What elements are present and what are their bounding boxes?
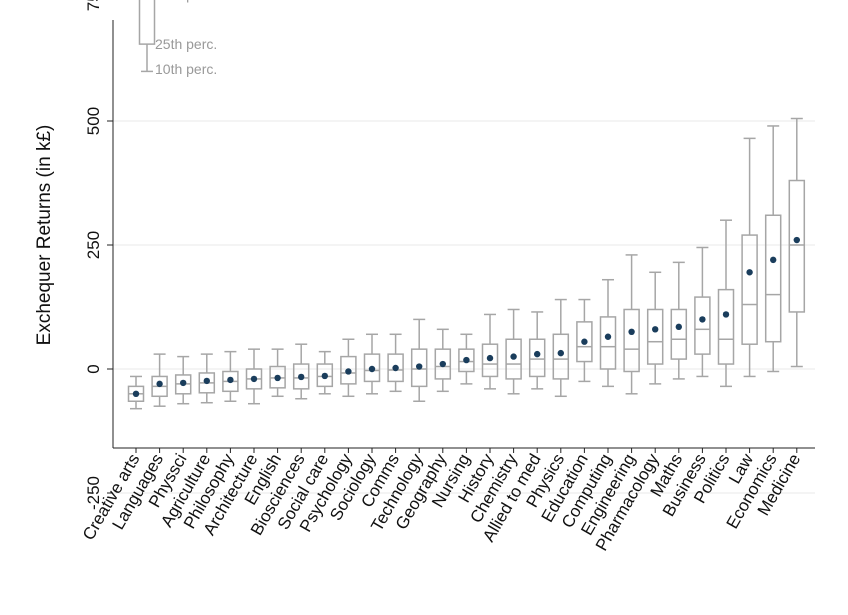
box-iqr xyxy=(505,338,522,380)
y-tick-label: -250 xyxy=(84,476,103,510)
box-plot xyxy=(552,298,570,398)
mean-marker xyxy=(486,354,494,362)
box-plot xyxy=(151,353,168,407)
box-iqr xyxy=(340,355,357,385)
box-iqr xyxy=(741,234,758,345)
mean-marker xyxy=(699,316,706,323)
box-iqr xyxy=(694,296,711,355)
mean-marker xyxy=(581,338,588,345)
key-label: 50th perc. xyxy=(155,0,217,3)
box-plot xyxy=(340,338,357,398)
box-plot xyxy=(292,343,310,400)
box-plot xyxy=(127,375,145,410)
box-iqr xyxy=(552,333,570,380)
y-tick-label: 250 xyxy=(84,231,103,259)
mean-marker xyxy=(392,364,399,372)
mean-marker xyxy=(416,363,423,370)
mean-marker xyxy=(510,353,517,360)
mean-marker xyxy=(156,380,163,388)
box-plot xyxy=(788,117,806,368)
y-tick-label: 750 xyxy=(84,0,103,11)
y-tick-label: 0 xyxy=(84,364,103,373)
box-iqr xyxy=(576,321,593,363)
mean-marker xyxy=(227,376,234,384)
mean-marker xyxy=(368,365,376,373)
key-label: 25th perc. xyxy=(155,36,217,52)
box-iqr xyxy=(138,0,156,45)
box-iqr xyxy=(316,363,334,388)
mean-marker xyxy=(534,350,541,358)
mean-marker xyxy=(675,323,682,331)
box-plot xyxy=(599,278,617,388)
box-plot xyxy=(670,261,688,380)
box-iqr xyxy=(528,338,546,378)
box-iqr xyxy=(646,308,664,365)
mean-marker xyxy=(274,374,281,382)
mean-marker xyxy=(770,256,777,264)
mean-marker xyxy=(250,375,258,383)
box-plot xyxy=(198,353,216,404)
mean-marker xyxy=(628,328,635,335)
y-axis: -250025050075010001250 xyxy=(84,0,114,510)
box-plot xyxy=(222,350,239,402)
box-plot xyxy=(434,328,452,393)
box-plot xyxy=(694,246,711,378)
mean-marker xyxy=(321,372,328,380)
box-plot-key xyxy=(138,0,156,73)
box-plot xyxy=(458,333,475,385)
box-plot xyxy=(528,311,546,390)
box-iqr xyxy=(387,353,404,383)
mean-marker xyxy=(652,326,659,333)
box-iqr xyxy=(788,179,806,313)
box-plot xyxy=(623,254,640,395)
x-axis: Creative artsLanguagesPhyssciAgriculture… xyxy=(79,447,815,554)
mean-marker xyxy=(203,377,210,385)
box-iqr xyxy=(764,214,782,343)
box-plot xyxy=(174,355,192,405)
y-axis-title: Exchequer Returns (in k£) xyxy=(34,125,55,346)
box-iqr xyxy=(363,353,381,383)
box-iqr xyxy=(292,363,310,390)
mean-marker xyxy=(345,368,352,375)
box-iqr xyxy=(410,348,428,388)
mean-marker xyxy=(132,390,140,397)
box-plot xyxy=(245,348,263,405)
mean-marker xyxy=(557,349,564,357)
y-tick-label: 500 xyxy=(84,107,103,135)
box-plot xyxy=(576,298,593,383)
box-plot xyxy=(741,137,758,378)
box-iqr xyxy=(481,343,499,378)
box-plot xyxy=(269,348,286,398)
box-iqr xyxy=(599,316,617,370)
box-iqr xyxy=(623,308,640,373)
gridlines xyxy=(113,120,815,494)
mean-marker xyxy=(722,311,730,318)
box-plot xyxy=(481,313,499,390)
mean-marker xyxy=(746,269,753,276)
box-iqr xyxy=(458,348,475,373)
key: Key:90th perc.75th perc.mean50th perc.25… xyxy=(138,0,217,77)
mean-marker xyxy=(793,236,800,244)
key-label: 10th perc. xyxy=(155,61,217,77)
box-iqr xyxy=(670,308,688,360)
mean-marker xyxy=(180,379,187,387)
mean-marker xyxy=(604,333,612,340)
box-iqr xyxy=(434,348,452,380)
box-plot xyxy=(316,350,334,395)
box-plot xyxy=(646,271,664,385)
box-plot xyxy=(387,333,404,393)
box-iqr xyxy=(717,288,735,365)
box-plot xyxy=(363,333,381,395)
box-plot xyxy=(764,125,782,373)
box-plot xyxy=(505,308,522,395)
mean-marker xyxy=(298,373,305,381)
box-plot xyxy=(410,318,428,402)
mean-marker xyxy=(439,360,446,368)
mean-marker xyxy=(463,356,470,364)
box-plot xyxy=(717,219,735,388)
boxes xyxy=(127,117,806,410)
